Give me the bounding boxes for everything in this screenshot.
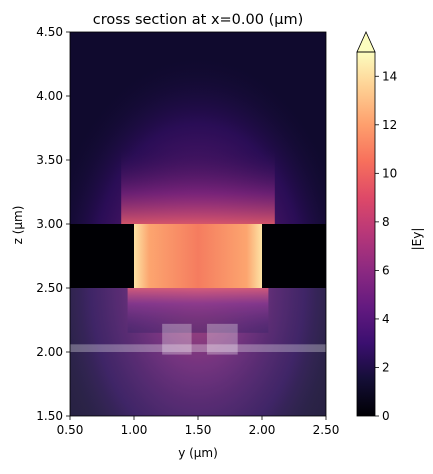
plot-frame	[69, 31, 327, 417]
colorbar-tick-label: 12	[382, 118, 397, 132]
y-axis-label: z (μm)	[11, 206, 25, 245]
colorbar-label: |Ey|	[410, 228, 424, 251]
colorbar-tick-label: 4	[382, 312, 390, 326]
y-tick-label: 2.00	[36, 345, 63, 359]
x-tick-label: 1.50	[185, 423, 212, 437]
y-tick-label: 1.50	[36, 409, 63, 423]
x-tick-label: 0.50	[57, 423, 84, 437]
x-ticks: 0.50 1.00 1.50 2.00 2.50	[57, 416, 340, 437]
field-below-box	[127, 288, 269, 333]
structure-ridge-left	[162, 323, 192, 355]
x-tick-label: 1.00	[121, 423, 148, 437]
colorbar-frame	[356, 51, 376, 417]
x-axis-label: y (μm)	[178, 446, 218, 460]
y-tick-label: 3.50	[36, 153, 63, 167]
dark-left-region	[70, 224, 134, 288]
field-peak-box	[134, 224, 262, 288]
x-tick-label: 2.00	[249, 423, 276, 437]
chart-title: cross section at x=0.00 (μm)	[93, 12, 304, 28]
structure-slab	[70, 288, 326, 416]
colorbar: 0 2 4 6 8 10 12 14 |Ey|	[356, 31, 424, 423]
colorbar-gradient	[357, 52, 375, 416]
y-tick-label: 3.00	[36, 217, 63, 231]
colorbar-tick-label: 6	[382, 263, 390, 277]
structure-rail	[70, 344, 326, 352]
colorbar-tick-label: 8	[382, 215, 390, 229]
field-above-box	[121, 147, 275, 224]
y-tick-label: 2.50	[36, 281, 63, 295]
colorbar-ticks: 0 2 4 6 8 10 12 14	[375, 69, 397, 423]
x-tick-label: 2.50	[313, 423, 340, 437]
colorbar-tick-label: 2	[382, 360, 390, 374]
colorbar-tick-label: 0	[382, 409, 390, 423]
y-tick-label: 4.50	[36, 25, 63, 39]
y-tick-label: 4.00	[36, 89, 63, 103]
structure-ridge-right	[206, 323, 238, 355]
y-ticks: 1.50 2.00 2.50 3.00 3.50 4.00 4.50	[36, 25, 70, 423]
dark-right-region	[262, 224, 326, 288]
colorbar-tick-label: 14	[382, 69, 397, 83]
colorbar-extend-triangle	[356, 31, 376, 53]
plot-area	[70, 32, 326, 416]
colorbar-tick-label: 10	[382, 166, 397, 180]
